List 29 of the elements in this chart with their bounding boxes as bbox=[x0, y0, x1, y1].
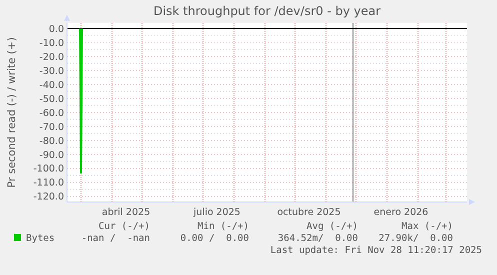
text: 364.52m/ 0.00 bbox=[278, 233, 358, 244]
y-tick-label: -40.0 bbox=[39, 80, 64, 91]
y-tick-label: -120.0 bbox=[33, 192, 64, 203]
y-tick-label: -90.0 bbox=[39, 150, 64, 161]
y-tick-label: -20.0 bbox=[39, 52, 64, 63]
y-tick-label: -100.0 bbox=[33, 164, 64, 175]
y-tick-label: -50.0 bbox=[39, 94, 64, 105]
text: Last update: Fri Nov 28 11:20:17 2025 bbox=[270, 245, 482, 256]
y-tick-label: -10.0 bbox=[39, 38, 64, 49]
x-tick-label: julio 2025 bbox=[192, 207, 240, 218]
x-tick-label: enero 2026 bbox=[374, 207, 428, 218]
y-tick-label: 0.0 bbox=[48, 24, 64, 35]
y-tick-label: -70.0 bbox=[39, 122, 64, 133]
x-tick-label: octubre 2025 bbox=[277, 207, 341, 218]
text: -nan / -nan bbox=[81, 233, 150, 244]
text: Min (-/+) bbox=[198, 221, 249, 232]
text: 27.90k/ 0.00 bbox=[378, 233, 454, 244]
x-tick-label: abril 2025 bbox=[102, 207, 150, 218]
y-tick-label: -110.0 bbox=[33, 178, 64, 189]
legend-label: Bytes bbox=[26, 233, 55, 244]
chart-title: Disk throughput for /dev/sr0 - by year bbox=[153, 4, 381, 18]
y-tick-label: -30.0 bbox=[39, 66, 64, 77]
y-tick-label: -60.0 bbox=[39, 108, 64, 119]
y-axis-title: Pr second read (-) / write (+) bbox=[6, 37, 18, 188]
text: Cur (-/+) bbox=[98, 221, 150, 232]
y-tick-label: -80.0 bbox=[39, 136, 64, 147]
text: Max (-/+) bbox=[402, 221, 453, 232]
text: 0.00 / 0.00 bbox=[180, 233, 250, 244]
text: Avg (-/+) bbox=[306, 221, 358, 232]
